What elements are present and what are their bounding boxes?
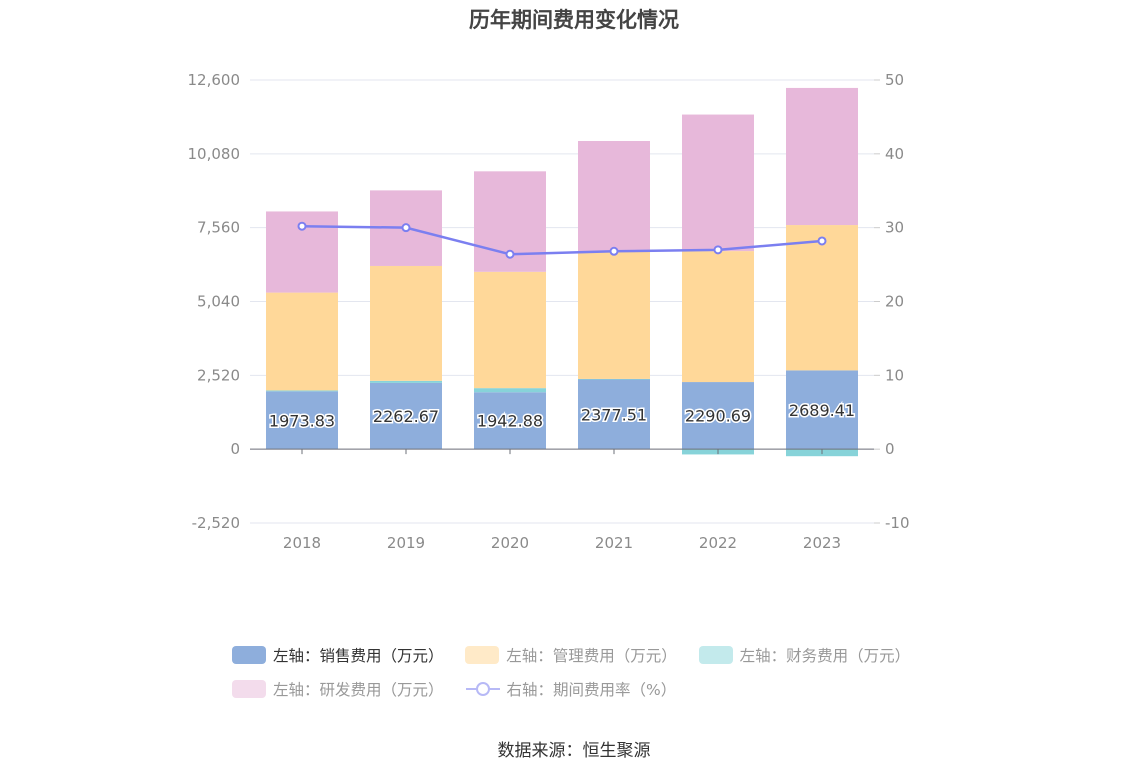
- bar-sales: [786, 370, 858, 450]
- y-left-tick-label: -2,520: [192, 514, 240, 532]
- legend-label: 左轴：研发费用（万元）: [273, 681, 444, 699]
- x-tick-label: 2021: [595, 534, 633, 552]
- bar-finance: [578, 378, 650, 380]
- x-tick-label: 2023: [803, 534, 841, 552]
- bar-admin: [266, 292, 338, 391]
- bar-finance: [266, 390, 338, 392]
- bar-data-label: 2290.69: [685, 407, 751, 426]
- bar-sales: [578, 379, 650, 450]
- legend-label: 左轴：财务费用（万元）: [739, 647, 911, 665]
- bar-data-label: 2689.41: [789, 401, 855, 420]
- bar-rd: [786, 87, 858, 226]
- y-right-tick-label: -10: [885, 514, 910, 532]
- y-right-tick-label: 50: [885, 71, 904, 89]
- legend-label: 左轴：管理费用（万元）: [506, 647, 677, 665]
- y-left-tick-label: 10,080: [188, 145, 241, 163]
- legend-row: 左轴：销售费用（万元） 左轴：管理费用（万元） 左轴：财务费用（万元）: [232, 638, 932, 672]
- bar-rd: [578, 141, 650, 252]
- ratio-point: [401, 223, 411, 233]
- legend-item-rd[interactable]: 左轴：研发费用（万元）: [232, 678, 444, 700]
- y-left-tick-label: 2,520: [197, 366, 240, 384]
- bar-data-label: 1942.88: [477, 412, 543, 431]
- y-right-tick-label: 10: [885, 366, 904, 384]
- y-right-tick-label: 20: [885, 293, 904, 311]
- y-left-tick-label: 12,600: [188, 71, 241, 89]
- bar-admin: [370, 265, 442, 381]
- y-right-tick-label: 30: [885, 219, 904, 237]
- legend-label: 左轴：销售费用（万元）: [272, 647, 444, 665]
- bar-rd: [682, 114, 754, 252]
- x-tick-label: 2022: [699, 534, 737, 552]
- y-right-tick-label: 0: [885, 440, 895, 458]
- legend-swatch-icon: [232, 646, 266, 664]
- y-left-tick-label: 7,560: [197, 219, 240, 237]
- y-left-tick-label: 5,040: [197, 293, 240, 311]
- y-right-tick-label: 40: [885, 145, 904, 163]
- legend-swatch-icon: [232, 680, 266, 698]
- legend-item-ratio[interactable]: 右轴：期间费用率（%）: [465, 678, 677, 700]
- bar-admin: [786, 225, 858, 371]
- x-tick-label: 2018: [283, 534, 321, 552]
- ratio-point: [297, 221, 307, 231]
- legend-item-finance[interactable]: 左轴：财务费用（万元）: [698, 644, 911, 666]
- ratio-point: [713, 245, 723, 255]
- bar-data-label: 2262.67: [373, 407, 439, 426]
- x-tick-label: 2020: [491, 534, 529, 552]
- chart-canvas: 12,600 10,080 7,560 5,040 2,520 0 -2,520 50 40 30…: [188, 71, 910, 552]
- ratio-point: [609, 246, 619, 256]
- legend-row: 左轴：研发费用（万元） 右轴：期间费用率（%）: [232, 672, 932, 706]
- ratio-point: [817, 236, 827, 246]
- bar-sales: [370, 382, 442, 450]
- legend-swatch-icon: [465, 646, 500, 664]
- chart-legend: 左轴：销售费用（万元） 左轴：管理费用（万元） 左轴：财务费用（万元） 左轴：研发费…: [232, 638, 932, 706]
- bar-sales: [474, 392, 546, 450]
- y-left-tick-label: 0: [230, 440, 240, 458]
- legend-item-sales[interactable]: 左轴：销售费用（万元）: [232, 644, 443, 666]
- bar-admin: [474, 271, 546, 389]
- legend-line-dot: [475, 682, 490, 696]
- ratio-point: [505, 249, 515, 259]
- x-tick-label: 2019: [387, 534, 425, 552]
- bar-finance: [474, 388, 546, 393]
- bar-finance: [370, 380, 442, 383]
- legend-item-admin[interactable]: 左轴：管理费用（万元）: [465, 644, 677, 666]
- legend-label: 右轴：期间费用率（%）: [506, 681, 677, 699]
- bar-data-label: 1973.83: [269, 411, 335, 430]
- bar-sales: [266, 391, 338, 450]
- bar-admin: [578, 251, 650, 379]
- legend-line-marker-icon: [465, 680, 500, 698]
- legend-swatch-icon: [698, 646, 733, 664]
- bar-sales: [682, 382, 754, 450]
- data-source-note: 数据来源：恒生聚源: [497, 741, 651, 761]
- ratio-line: [301, 224, 823, 256]
- bar-data-label: 2377.51: [581, 405, 647, 424]
- chart-title: 历年期间费用变化情况: [469, 8, 679, 32]
- bar-admin: [682, 251, 754, 383]
